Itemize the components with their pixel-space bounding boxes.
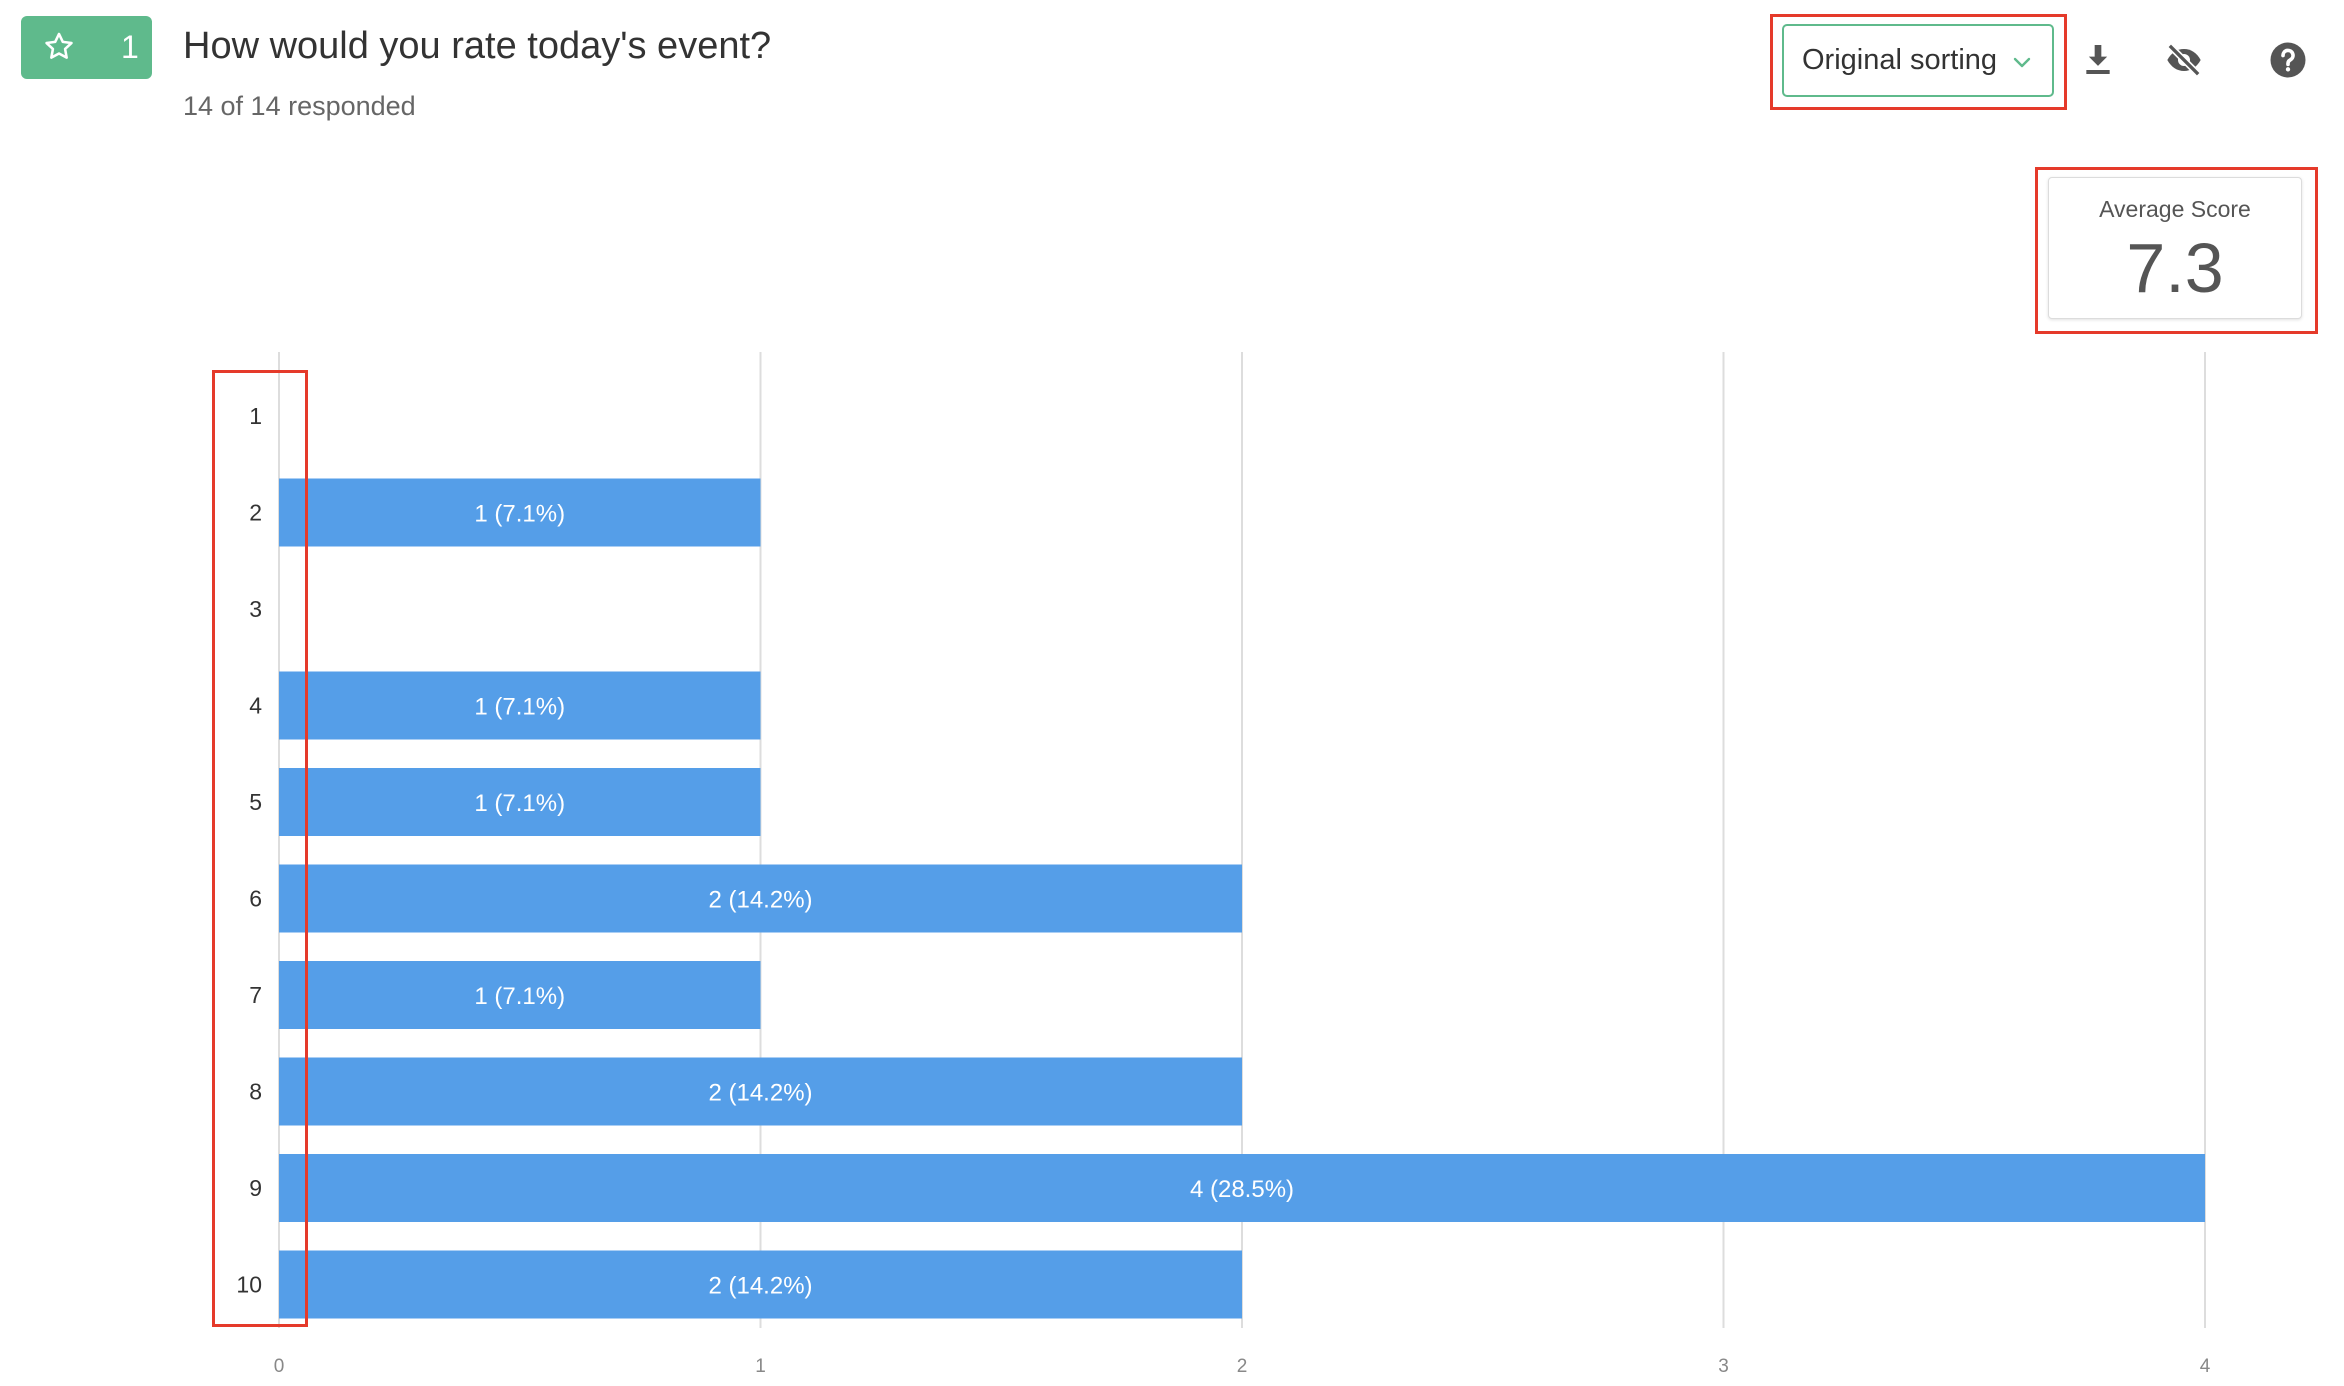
average-score-card: Average Score 7.3 [2048,177,2302,319]
category-label: 10 [236,1272,262,1298]
bar-data-label: 4 (28.5%) [1190,1176,1294,1203]
bar-data-label: 2 (14.2%) [708,887,812,914]
bar-data-label: 2 (14.2%) [708,1273,812,1300]
bar [279,671,761,740]
category-label: 8 [249,1079,262,1105]
response-count: 14 of 14 responded [183,91,416,121]
bar-data-label: 2 (14.2%) [708,1080,812,1107]
question-number: 1 [121,29,139,65]
bar-data-label: 1 (7.1%) [474,790,565,817]
x-tick-label: 0 [274,1356,285,1377]
bar [279,864,1242,933]
average-score-label: Average Score [2099,196,2251,222]
bar [279,1057,1242,1126]
category-label: 4 [249,693,262,719]
x-tick-label: 2 [1237,1356,1248,1377]
help-icon[interactable] [2268,40,2308,80]
x-tick-label: 1 [755,1356,766,1377]
bar-data-label: 1 (7.1%) [474,983,565,1010]
bar-data-label: 1 (7.1%) [474,501,565,528]
category-label: 5 [249,789,262,815]
question-badge: 1 [21,16,152,79]
x-tick-label: 4 [2200,1356,2211,1377]
question-title: How would you rate today's event? [183,25,772,67]
sort-dropdown-label: Original sorting [1802,44,1998,76]
category-label: 2 [249,500,262,526]
chevron-down-icon [2013,57,2031,68]
star-icon [45,32,73,59]
average-score-value: 7.3 [2126,229,2224,307]
download-icon[interactable] [2078,40,2118,80]
category-label: 7 [249,982,262,1008]
bar [279,1250,1242,1319]
bar [279,768,761,836]
eye-off-icon[interactable] [2164,40,2204,80]
sort-dropdown[interactable]: Original sorting [1782,24,2054,97]
category-label: 9 [249,1175,262,1201]
category-label: 3 [249,596,262,622]
x-tick-label: 3 [1718,1356,1729,1377]
bar [279,478,761,547]
category-label: 6 [249,886,262,912]
category-label: 1 [249,403,262,429]
bar-data-label: 1 (7.1%) [474,694,565,721]
bar [279,961,761,1029]
bar [279,1154,2205,1222]
